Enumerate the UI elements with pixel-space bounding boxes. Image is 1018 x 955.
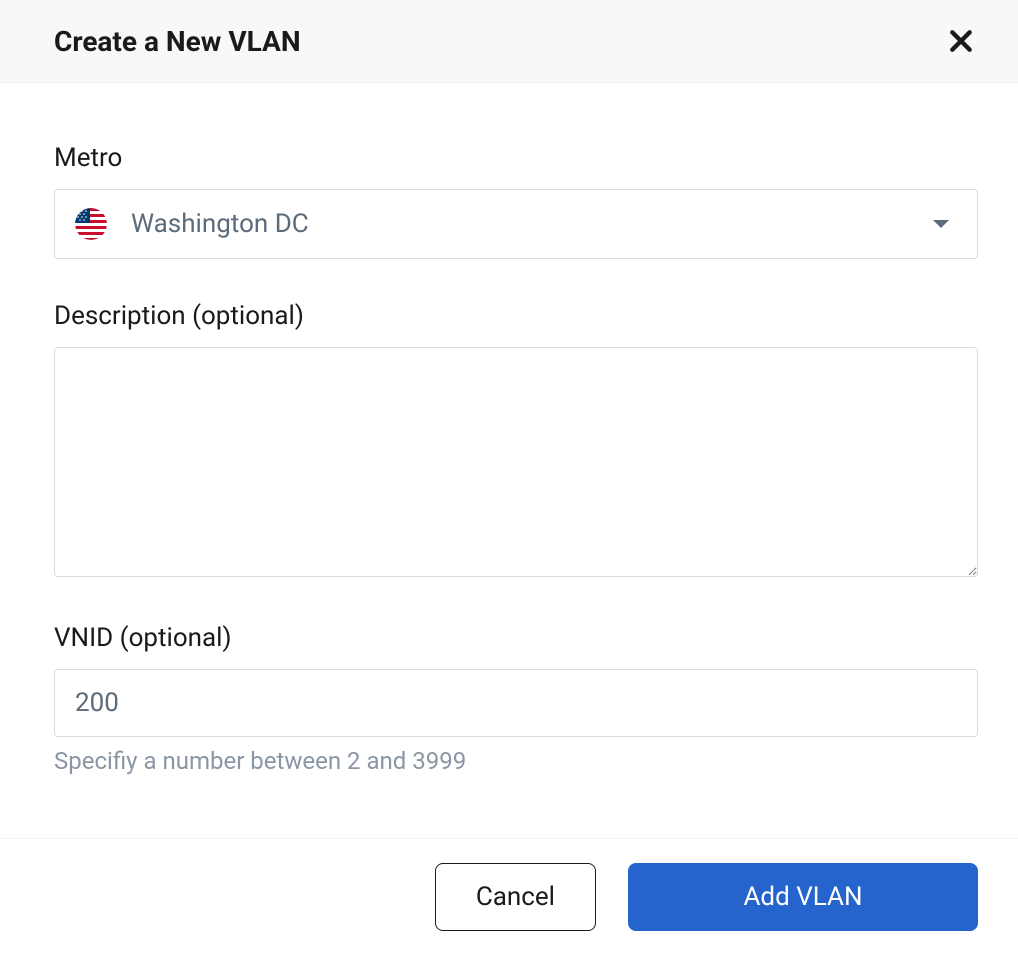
close-button[interactable] <box>944 24 978 58</box>
description-label: Description (optional) <box>54 301 978 331</box>
create-vlan-modal: Create a New VLAN Metro <box>0 0 1018 955</box>
add-vlan-button[interactable]: Add VLAN <box>628 863 978 931</box>
metro-selected-value: Washington DC <box>131 209 933 239</box>
vnid-input[interactable] <box>54 669 978 737</box>
close-icon <box>948 28 974 54</box>
modal-header: Create a New VLAN <box>0 0 1018 83</box>
metro-label: Metro <box>54 143 978 173</box>
vnid-field-group: VNID (optional) Specifiy a number betwee… <box>54 623 978 775</box>
description-textarea[interactable] <box>54 347 978 577</box>
modal-title: Create a New VLAN <box>54 25 301 58</box>
cancel-button[interactable]: Cancel <box>435 863 596 931</box>
metro-field-group: Metro <box>54 143 978 259</box>
us-flag-icon <box>75 208 107 240</box>
vnid-help-text: Specifiy a number between 2 and 3999 <box>54 747 978 775</box>
metro-select[interactable]: Washington DC <box>54 189 978 259</box>
chevron-down-icon <box>933 220 949 228</box>
vnid-label: VNID (optional) <box>54 623 978 653</box>
description-field-group: Description (optional) <box>54 301 978 581</box>
modal-body: Metro <box>0 83 1018 838</box>
modal-footer: Cancel Add VLAN <box>0 838 1018 955</box>
